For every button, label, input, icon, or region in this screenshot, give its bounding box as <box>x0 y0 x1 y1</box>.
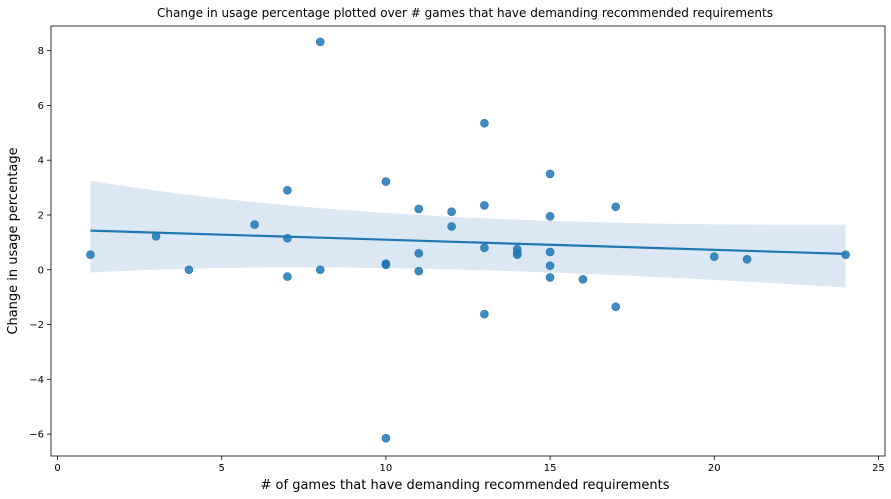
data-point <box>545 247 555 257</box>
x-tick-label: 0 <box>54 463 60 474</box>
y-axis-title: Change in usage percentage <box>6 147 21 334</box>
regression-line <box>90 229 846 255</box>
plot-frame <box>50 25 886 457</box>
y-tick-label: 0 <box>38 265 44 276</box>
data-point <box>283 233 292 243</box>
data-point <box>709 252 719 261</box>
y-tick-label: 4 <box>38 156 44 167</box>
data-point <box>315 265 325 275</box>
data-point <box>742 255 752 264</box>
data-point <box>545 261 555 270</box>
y-tick-label: −4 <box>29 375 44 386</box>
data-point <box>414 266 424 276</box>
y-tick-label: 2 <box>38 210 44 221</box>
data-point <box>545 169 555 179</box>
data-point <box>283 186 292 195</box>
x-tick-label: 20 <box>708 463 721 474</box>
data-point <box>480 309 489 319</box>
x-tick-label: 25 <box>872 463 885 474</box>
data-point <box>381 260 391 270</box>
data-point <box>480 201 489 210</box>
x-tick-label: 5 <box>219 463 225 474</box>
confidence-band <box>90 180 846 288</box>
data-point <box>545 273 555 282</box>
y-tick-label: −6 <box>29 430 44 441</box>
data-point <box>447 207 456 216</box>
data-point <box>578 275 588 284</box>
x-axis-title: # of games that have demanding recommend… <box>261 478 670 493</box>
y-tick-label: 8 <box>38 46 44 57</box>
data-point <box>480 243 489 253</box>
data-point <box>480 118 489 128</box>
x-tick-label: 10 <box>380 463 393 474</box>
data-point <box>184 265 194 275</box>
data-point <box>381 177 391 186</box>
data-point <box>315 37 325 47</box>
confidence-band-layer <box>90 180 846 288</box>
data-point <box>151 232 161 241</box>
data-point <box>611 202 621 212</box>
data-point <box>545 212 555 221</box>
data-point <box>381 433 391 443</box>
axes-layer: 0 5 10 15 20 25 −6 −4 −2 0 2 4 6 8 <box>29 25 886 474</box>
data-point <box>611 302 621 312</box>
chart-title: Change in usage percentage plotted over … <box>157 6 773 20</box>
y-tick-label: 6 <box>38 101 44 112</box>
data-point <box>414 204 424 214</box>
y-tick-label: −2 <box>29 320 44 331</box>
data-point <box>283 272 292 281</box>
data-points-layer <box>86 37 850 443</box>
data-point <box>86 250 95 259</box>
regression-line-layer <box>90 229 846 255</box>
data-point <box>414 249 424 258</box>
data-point <box>447 222 456 231</box>
data-point <box>250 220 259 229</box>
x-tick-label: 15 <box>544 463 557 474</box>
data-point <box>512 250 522 259</box>
data-point <box>841 250 850 259</box>
